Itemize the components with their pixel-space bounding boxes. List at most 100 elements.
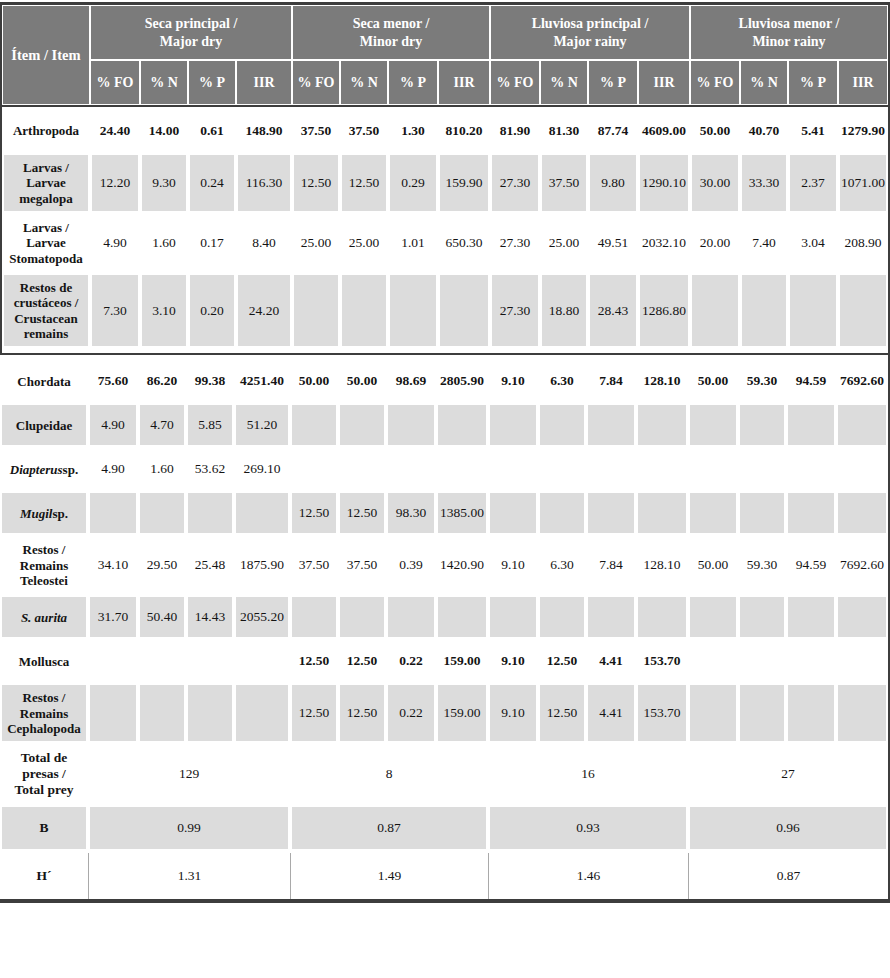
table-cell: 24.20 [236,275,292,346]
table-cell: 5.85 [186,405,234,445]
table-cell: 12.50 [538,685,586,741]
table-cell: 9.10 [488,361,538,401]
table-cell: 24.40 [90,111,140,151]
table-cell [538,493,586,533]
table-cell [340,275,388,346]
table-cell: 7.40 [740,215,788,271]
table-cell: 159.00 [436,685,488,741]
table-cell: 7692.60 [836,361,888,401]
table-cell [740,275,788,346]
header-subcol-cell-g2-2: % P [588,60,638,105]
header-subcol-cell-g3-0: % FO [690,60,740,105]
table-cell: 0.39 [386,537,436,593]
table-cell: 5.41 [788,111,838,151]
table-cell [538,449,586,489]
table-cell [836,405,888,445]
table-cell [786,641,836,681]
table-cell: 4251.40 [234,361,290,401]
table-cell: 208.90 [838,215,888,271]
table-row: Mugil sp.12.5012.5098.301385.00 [0,493,888,533]
table-cell [290,405,338,445]
table-cell: 8.40 [236,215,292,271]
table-cell [738,685,786,741]
table-cell: 1279.90 [838,111,888,151]
table-cell [88,641,138,681]
table-cell: 34.10 [88,537,138,593]
row-label-text: Restos de crustáceos / Crustacean remain… [14,280,79,341]
table-cell: 810.20 [438,111,490,151]
table-cell [138,641,186,681]
header-subcol-cell-g3-2: % P [788,60,838,105]
table-cell [786,449,836,489]
table-cell [586,597,636,637]
table-cell [738,405,786,445]
table-cell: 27.30 [490,215,540,271]
header-subcol-cell-g3-1: % N [740,60,788,105]
table-cell: 37.50 [540,155,588,211]
table-cell: 9.10 [488,641,538,681]
table-cell: 50.00 [338,361,386,401]
row-label: Clupeidae [0,405,88,445]
summary-row: Total de presas / Total prey12981627 [0,745,888,803]
table-cell: 0.24 [188,155,236,211]
table-cell: 12.20 [90,155,140,211]
table-cell [836,641,888,681]
table-cell: 116.30 [236,155,292,211]
table-cell: 81.30 [540,111,588,151]
table-cell: 6.30 [538,361,586,401]
table-cell: 94.59 [786,361,836,401]
header-season-group-cell-3: Lluviosa menor / Minor rainy [690,5,888,60]
table-cell: 9.10 [488,537,538,593]
header-subcol-cell-g1-3: IIR [438,60,490,105]
table-cell [290,597,338,637]
row-label-text: Restos / Remains Teleostei [20,542,68,588]
table-cell: 2.37 [788,155,838,211]
table-cell [234,641,290,681]
table-cell: 0.17 [188,215,236,271]
table-cell [636,449,688,489]
table-cell [786,493,836,533]
table-cell: 0.22 [386,641,436,681]
table-cell [688,493,738,533]
header-subcol-cell-g2-0: % FO [490,60,540,105]
table-cell: 4.90 [90,215,140,271]
summary-cell: 0.96 [688,807,888,849]
table-cell: 12.50 [338,685,386,741]
table-cell [738,449,786,489]
table-cell [786,597,836,637]
table-cell: 98.30 [386,493,436,533]
table-row: Larvas / Larvae Stomatopoda4.901.600.178… [2,215,888,271]
table-cell [688,641,738,681]
table-cell: 2805.90 [436,361,488,401]
table-cell: 18.80 [540,275,588,346]
row-label: Restos de crustáceos / Crustacean remain… [2,275,90,346]
table-cell [836,597,888,637]
row-label: Mollusca [0,641,88,681]
summary-cell: 1.46 [488,853,688,899]
table-cell: 29.50 [138,537,186,593]
table-row: Restos / Remains Cephalopoda12.5012.500.… [0,685,888,741]
table-cell: 87.74 [588,111,638,151]
table-cell [738,493,786,533]
table-cell: 86.20 [138,361,186,401]
summary-cell: 27 [688,745,888,803]
table-cell: 153.70 [636,685,688,741]
table-cell: 0.22 [386,685,436,741]
table-row: Mollusca12.5012.500.22159.009.1012.504.4… [0,641,888,681]
table-cell [690,275,740,346]
summary-cell: 8 [290,745,488,803]
summary-row-label: Total de presas / Total prey [0,745,88,803]
table-cell: 4.41 [586,641,636,681]
summary-cell: 1.31 [88,853,290,899]
table-cell [688,597,738,637]
table-cell: 14.43 [186,597,234,637]
table-cell: 12.50 [338,641,386,681]
table-cell [488,493,538,533]
row-label: Larvas / Larvae megalopa [2,155,90,211]
table-cell: 49.51 [588,215,638,271]
table-cell [636,597,688,637]
table-cell [488,449,538,489]
table-cell [538,405,586,445]
summary-cell: 1.49 [290,853,488,899]
header-subcol-cell-g2-3: IIR [638,60,690,105]
